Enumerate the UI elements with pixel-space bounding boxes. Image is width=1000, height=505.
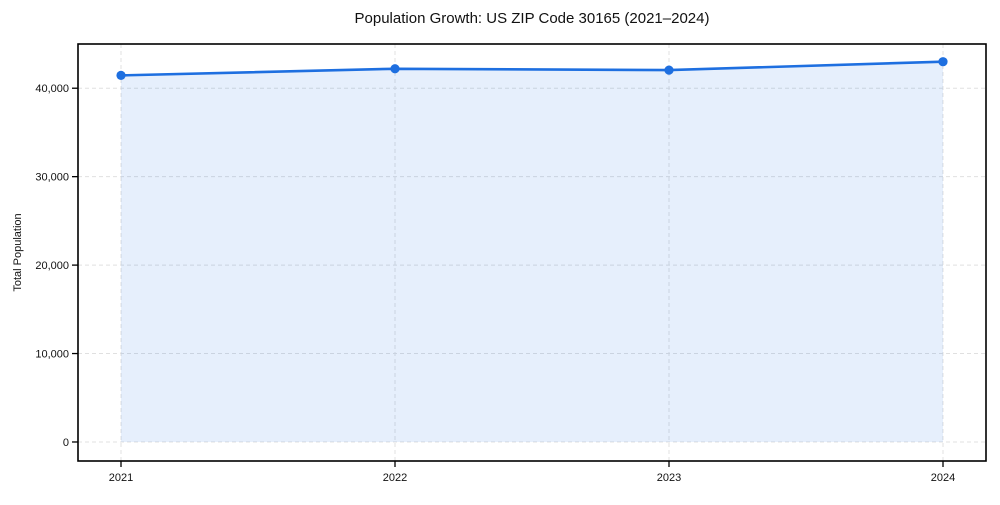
data-point-2024: [938, 57, 948, 67]
y-tick-label: 0: [63, 437, 69, 449]
area-fill: [121, 61, 943, 442]
population-series-line: [119, 60, 945, 77]
x-tick-label: 2022: [383, 472, 407, 484]
x-tick-label: 2023: [657, 472, 681, 484]
y-tick-label: 30,000: [35, 172, 69, 184]
x-tick-label: 2021: [109, 472, 133, 484]
y-tick-label: 20,000: [35, 260, 69, 272]
y-tick-label: 10,000: [35, 349, 69, 361]
data-markers: [116, 57, 948, 80]
plot-box: [77, 43, 987, 462]
y-tick-label: 40,000: [35, 83, 69, 95]
data-point-2022: [390, 64, 400, 74]
data-point-2023: [664, 65, 674, 75]
data-line: [119, 60, 945, 77]
area-under-line: [121, 61, 943, 442]
data-point-2021: [116, 70, 126, 80]
chart-title: Population Growth: US ZIP Code 30165 (20…: [355, 10, 710, 27]
axis-ticks: 0 10,000 20,000 30,000 40,000 2021 2022 2023 202…: [35, 83, 955, 484]
y-axis-label: Total Population: [12, 213, 24, 291]
plot-border: [77, 43, 987, 462]
x-tick-label: 2024: [931, 472, 955, 484]
gridlines: [78, 44, 986, 461]
